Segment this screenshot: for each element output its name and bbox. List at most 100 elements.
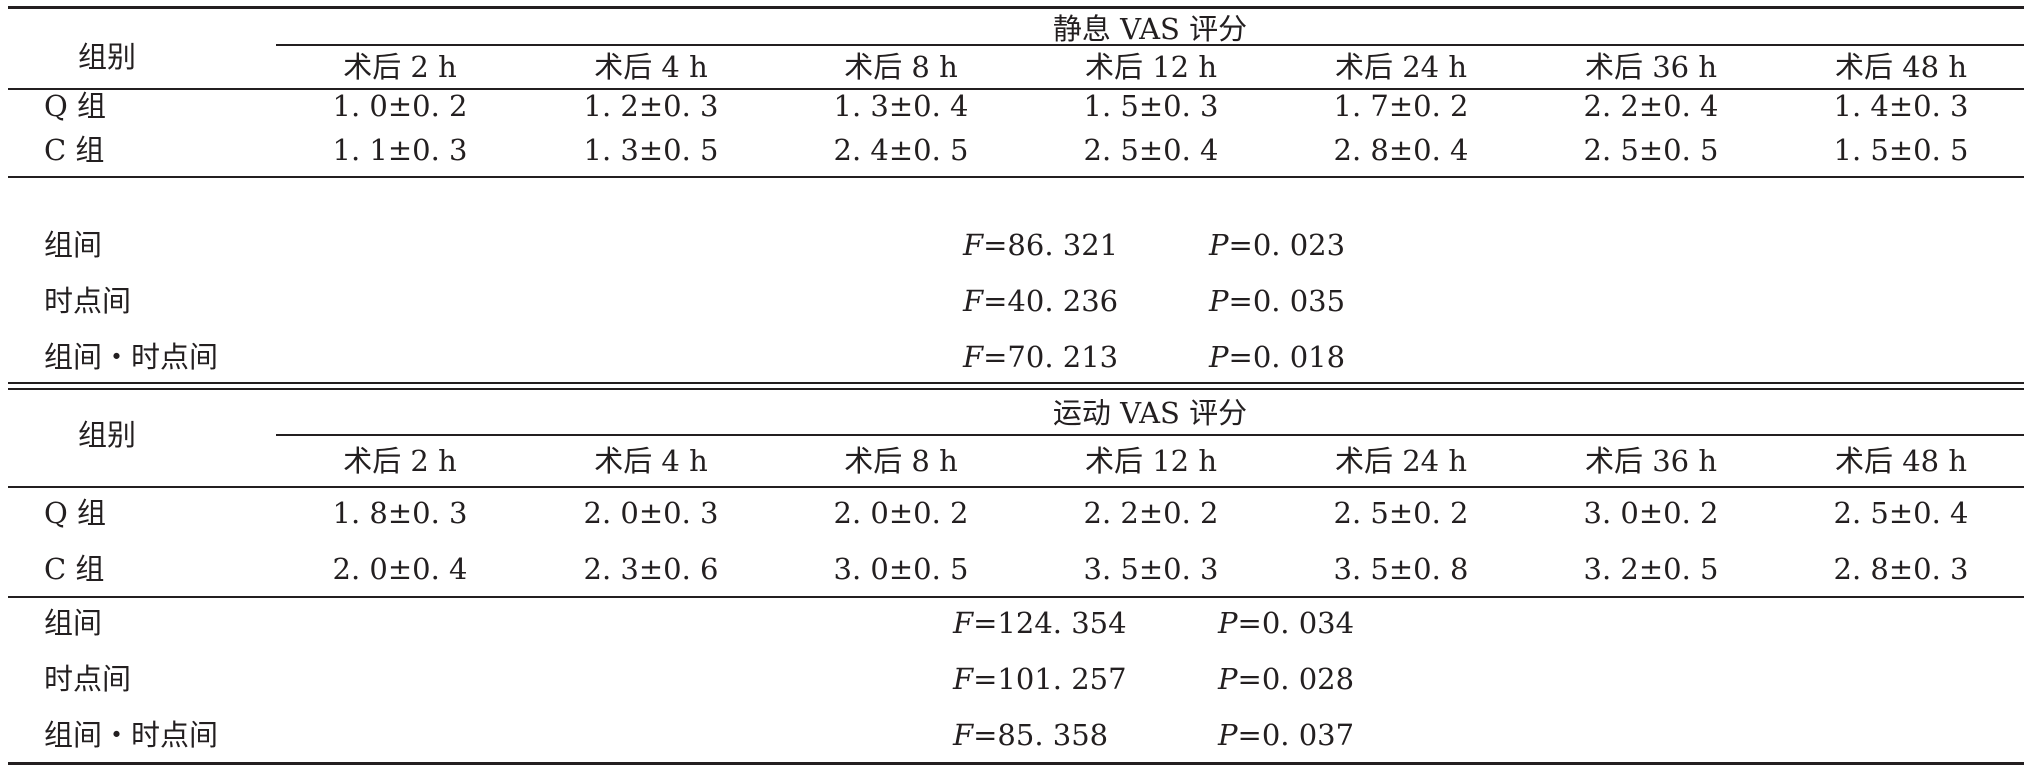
column-header: 术后 24 h: [1334, 444, 1468, 478]
stat-label: 组间・时点间: [44, 718, 219, 752]
stat-label: 时点间: [44, 662, 132, 696]
stats-rule: [8, 176, 2024, 178]
table-cell: 1. 3±0. 4: [833, 89, 969, 123]
column-header: 术后 48 h: [1834, 444, 1968, 478]
stat-label: 组间: [44, 228, 103, 262]
section-divider: [8, 382, 2024, 384]
f-statistic: F=101. 257: [953, 662, 1127, 696]
f-value: =86. 321: [983, 228, 1119, 262]
table-cell: 2. 5±0. 5: [1583, 133, 1719, 167]
stat-label: 时点间: [44, 284, 132, 318]
table-top-rule: [8, 6, 2024, 9]
table-cell: 2. 8±0. 3: [1833, 552, 1969, 586]
p-value: P=0. 034: [1218, 606, 1354, 640]
table-cell: 3. 5±0. 8: [1333, 552, 1469, 586]
table-cell: 1. 7±0. 2: [1333, 89, 1469, 123]
table-cell: 2. 2±0. 2: [1083, 496, 1219, 530]
column-header: 术后 36 h: [1584, 444, 1718, 478]
table-cell: 1. 5±0. 3: [1083, 89, 1219, 123]
section-divider: [8, 388, 2024, 390]
header-sub-rule: [276, 44, 2024, 46]
table-cell: 3. 0±0. 2: [1583, 496, 1719, 530]
table-cell: 3. 2±0. 5: [1583, 552, 1719, 586]
column-header: 术后 8 h: [844, 444, 958, 478]
header-sub-rule: [276, 434, 2024, 436]
group-header: 组别: [78, 40, 137, 74]
row-label: C 组: [44, 552, 105, 586]
p-value-text: =0. 023: [1228, 228, 1346, 262]
f-statistic: F=124. 354: [953, 606, 1127, 640]
header-rule: [8, 486, 2024, 488]
f-value: =40. 236: [983, 284, 1119, 318]
p-symbol: P: [1218, 606, 1238, 640]
p-value: P=0. 023: [1209, 228, 1345, 262]
p-symbol: P: [1209, 228, 1229, 262]
table-cell: 2. 5±0. 2: [1333, 496, 1469, 530]
table-bottom-rule: [8, 762, 2024, 765]
stats-rule: [8, 596, 2024, 598]
table-cell: 1. 1±0. 3: [332, 133, 468, 167]
table-cell: 2. 2±0. 4: [1583, 89, 1719, 123]
group-header: 组别: [78, 418, 137, 452]
table-cell: 1. 2±0. 3: [583, 89, 719, 123]
f-symbol: F: [953, 662, 974, 696]
f-value: =85. 358: [973, 718, 1109, 752]
table-cell: 3. 0±0. 5: [833, 552, 969, 586]
f-value: =124. 354: [973, 606, 1127, 640]
p-value-text: =0. 028: [1237, 662, 1355, 696]
f-value: =70. 213: [983, 340, 1119, 374]
table-cell: 2. 5±0. 4: [1833, 496, 1969, 530]
p-value-text: =0. 018: [1228, 340, 1346, 374]
table-cell: 2. 4±0. 5: [833, 133, 969, 167]
f-statistic: F=86. 321: [963, 228, 1118, 262]
table-cell: 2. 8±0. 4: [1333, 133, 1469, 167]
p-value: P=0. 028: [1218, 662, 1354, 696]
row-label: Q 组: [44, 496, 106, 530]
p-value: P=0. 018: [1209, 340, 1345, 374]
section-title: 运动 VAS 评分: [1052, 396, 1248, 430]
table-cell: 2. 3±0. 6: [583, 552, 719, 586]
f-symbol: F: [953, 718, 974, 752]
table-cell: 1. 3±0. 5: [583, 133, 719, 167]
table-cell: 3. 5±0. 3: [1083, 552, 1219, 586]
p-value-text: =0. 035: [1228, 284, 1346, 318]
row-label: C 组: [44, 133, 105, 167]
stat-label: 组间・时点间: [44, 340, 219, 374]
column-header: 术后 36 h: [1584, 50, 1718, 84]
column-header: 术后 4 h: [594, 50, 708, 84]
p-symbol: P: [1209, 284, 1229, 318]
table-cell: 1. 0±0. 2: [332, 89, 468, 123]
f-statistic: F=70. 213: [963, 340, 1118, 374]
table-cell: 2. 0±0. 3: [583, 496, 719, 530]
p-value-text: =0. 037: [1237, 718, 1355, 752]
p-value: P=0. 037: [1218, 718, 1354, 752]
column-header: 术后 8 h: [844, 50, 958, 84]
table-cell: 2. 0±0. 2: [833, 496, 969, 530]
column-header: 术后 12 h: [1084, 444, 1218, 478]
column-header: 术后 4 h: [594, 444, 708, 478]
column-header: 术后 24 h: [1334, 50, 1468, 84]
section-title: 静息 VAS 评分: [1052, 12, 1248, 46]
p-value: P=0. 035: [1209, 284, 1345, 318]
table-cell: 1. 5±0. 5: [1833, 133, 1969, 167]
column-header: 术后 12 h: [1084, 50, 1218, 84]
table-cell: 2. 5±0. 4: [1083, 133, 1219, 167]
f-statistic: F=40. 236: [963, 284, 1118, 318]
f-symbol: F: [963, 340, 984, 374]
f-symbol: F: [963, 284, 984, 318]
table-cell: 1. 4±0. 3: [1833, 89, 1969, 123]
table-cell: 2. 0±0. 4: [332, 552, 468, 586]
f-value: =101. 257: [973, 662, 1127, 696]
f-symbol: F: [953, 606, 974, 640]
stat-label: 组间: [44, 606, 103, 640]
header-rule: [8, 88, 2024, 90]
row-label: Q 组: [44, 89, 106, 123]
p-value-text: =0. 034: [1237, 606, 1355, 640]
column-header: 术后 2 h: [343, 444, 457, 478]
f-statistic: F=85. 358: [953, 718, 1108, 752]
p-symbol: P: [1218, 662, 1238, 696]
table-cell: 1. 8±0. 3: [332, 496, 468, 530]
p-symbol: P: [1218, 718, 1238, 752]
p-symbol: P: [1209, 340, 1229, 374]
column-header: 术后 2 h: [343, 50, 457, 84]
